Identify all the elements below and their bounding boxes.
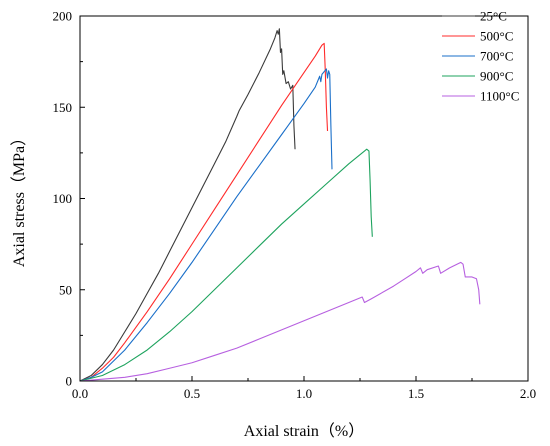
ticks: 0.0 0.5 1.0 1.5 2.0 0 50 100 150 200 [53,9,537,402]
y-tick-label: 0 [66,374,73,389]
y-tick-label: 100 [53,191,73,206]
legend-label-3: 900°C [480,69,513,84]
legend-label-0: 25°C [480,9,507,24]
legend-label-2: 700°C [480,49,513,64]
x-tick-label: 2.0 [520,386,536,401]
plot-lines [79,28,481,382]
legend-label-1: 500°C [480,29,513,44]
series-line-4 [79,261,481,382]
series-line-1 [79,42,329,382]
x-tick-label: 0.0 [72,386,88,401]
x-axis-label: Axial strain（%） [244,422,364,440]
x-tick-label: 1.0 [296,386,312,401]
axes [79,15,529,382]
series-line-3 [79,148,373,382]
legend-label-4: 1100°C [480,89,519,104]
y-tick-label: 200 [53,9,73,24]
series-line-0 [79,28,296,382]
x-tick-label: 0.5 [184,386,200,401]
x-tick-label: 1.5 [408,386,424,401]
y-tick-label: 50 [59,282,72,297]
y-tick-label: 150 [53,100,73,115]
legend: 25°C 500°C 700°C 900°C 1100°C [442,9,519,104]
plot-frame [79,15,529,382]
y-axis-label: Axial stress（MPa） [10,130,28,267]
series-line-2 [79,68,333,382]
